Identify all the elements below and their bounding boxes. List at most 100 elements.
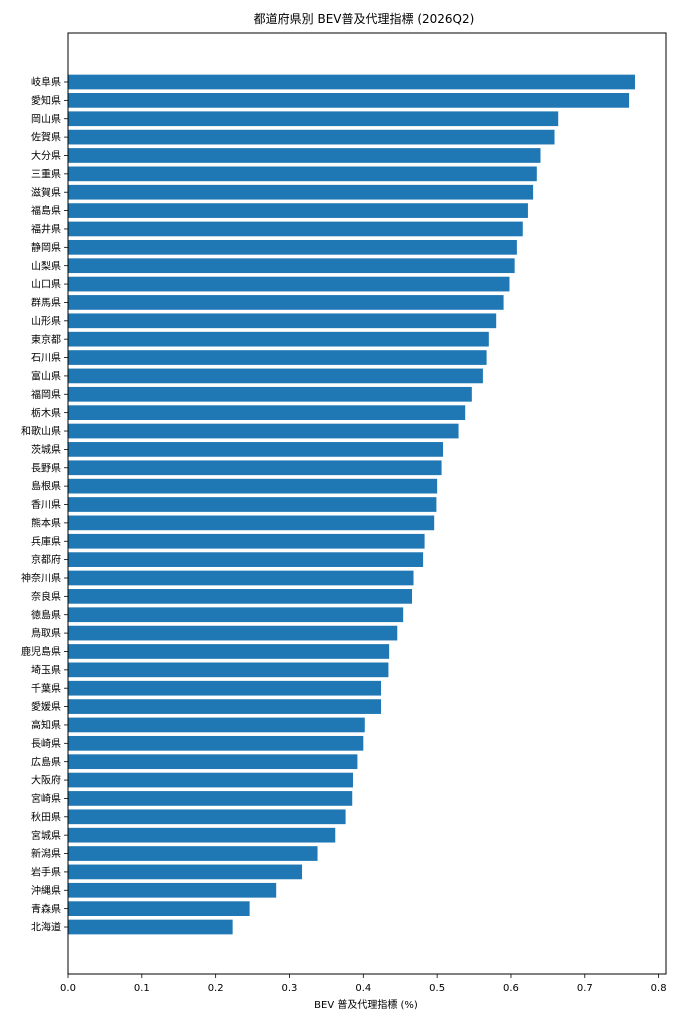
bar <box>68 589 413 604</box>
bar <box>68 460 442 476</box>
bars <box>68 74 635 935</box>
bar <box>68 295 504 310</box>
bar <box>68 93 630 108</box>
bar <box>68 423 459 439</box>
y-tick-label: 山梨県 <box>31 259 61 272</box>
bar <box>68 570 414 586</box>
bar <box>68 625 398 641</box>
y-tick-label: 大阪府 <box>31 774 61 787</box>
bar <box>68 791 353 806</box>
y-tick-label: 新潟県 <box>31 847 61 860</box>
x-axis-label: BEV 普及代理指標 (%) <box>314 998 418 1011</box>
y-tick-label: 茨城県 <box>31 443 61 456</box>
bar <box>68 313 497 329</box>
bar <box>68 203 528 218</box>
bar <box>68 442 444 457</box>
y-tick-label: 東京都 <box>31 333 61 346</box>
y-tick-label: 香川県 <box>31 499 61 511</box>
y-tick-label: 三重県 <box>31 167 61 180</box>
bar <box>68 184 534 200</box>
bar <box>68 258 515 274</box>
y-tick-label: 和歌山県 <box>21 425 61 438</box>
y-tick-label: 神奈川県 <box>21 572 61 585</box>
y-tick-label: 佐賀県 <box>31 132 61 144</box>
y-tick-label: 北海道 <box>31 921 61 934</box>
y-tick-label: 山口県 <box>31 279 61 291</box>
y-tick-label: 岡山県 <box>31 113 61 125</box>
bar <box>68 276 510 292</box>
y-tick-label: 広島県 <box>31 755 61 768</box>
y-tick-label: 宮崎県 <box>31 792 61 805</box>
bar <box>68 350 487 365</box>
bar <box>68 864 303 880</box>
y-tick-label: 沖縄県 <box>31 884 61 897</box>
y-tick-label: 福岡県 <box>31 388 61 401</box>
y-axis-ticks: 岐阜県愛知県岡山県佐賀県大分県三重県滋賀県福島県福井県静岡県山梨県山口県群馬県山… <box>21 76 68 934</box>
y-tick-label: 福島県 <box>31 204 61 217</box>
y-tick-label: 鹿児島県 <box>21 645 61 658</box>
y-tick-label: 静岡県 <box>31 241 61 254</box>
chart-title: 都道府県別 BEV普及代理指標 (2026Q2) <box>254 11 475 26</box>
y-tick-label: 兵庫県 <box>31 535 61 548</box>
x-tick-label: 0.2 <box>208 983 224 994</box>
y-tick-label: 福井県 <box>31 223 61 236</box>
x-tick-label: 0.7 <box>577 983 593 994</box>
y-tick-label: 愛媛県 <box>31 700 61 713</box>
bar <box>68 478 438 494</box>
x-tick-label: 0.4 <box>355 983 371 994</box>
bar <box>68 809 346 825</box>
y-tick-label: 青森県 <box>31 902 61 915</box>
bar <box>68 111 559 127</box>
bar <box>68 680 382 696</box>
bar <box>68 386 472 402</box>
y-tick-label: 岐阜県 <box>31 76 61 89</box>
x-tick-label: 0.6 <box>503 983 519 994</box>
bar <box>68 331 489 347</box>
y-tick-label: 千葉県 <box>31 682 61 695</box>
bar <box>68 497 437 512</box>
bar <box>68 607 404 623</box>
bar <box>68 772 353 788</box>
bar <box>68 846 318 861</box>
y-tick-label: 群馬県 <box>31 296 61 309</box>
bar <box>68 717 365 733</box>
bar <box>68 552 424 567</box>
y-tick-label: 埼玉県 <box>31 663 61 676</box>
bar <box>68 901 250 916</box>
bar <box>68 148 541 163</box>
y-tick-label: 秋田県 <box>31 810 61 823</box>
bar <box>68 735 364 751</box>
y-tick-label: 長崎県 <box>31 737 61 750</box>
bar <box>68 74 635 90</box>
x-tick-label: 0.0 <box>60 983 76 994</box>
bar <box>68 515 435 531</box>
bar <box>68 368 483 384</box>
y-tick-label: 大分県 <box>31 149 61 162</box>
bar <box>68 662 389 678</box>
bar <box>68 129 555 145</box>
bar <box>68 644 390 659</box>
y-tick-label: 長野県 <box>31 462 61 474</box>
y-tick-label: 山形県 <box>31 315 61 327</box>
bar <box>68 533 425 549</box>
y-tick-label: 鳥取県 <box>31 627 61 640</box>
bar <box>68 221 523 237</box>
y-tick-label: 奈良県 <box>31 590 61 603</box>
y-tick-label: 島根県 <box>31 480 61 493</box>
y-tick-label: 石川県 <box>31 352 61 364</box>
y-tick-label: 愛知県 <box>31 94 61 107</box>
x-tick-label: 0.5 <box>429 983 445 994</box>
y-tick-label: 徳島県 <box>31 608 61 621</box>
bar <box>68 699 382 714</box>
bar <box>68 405 466 421</box>
x-axis-ticks: 0.0 0.1 0.2 0.3 0.4 0.5 0.6 0.7 0.8 <box>60 974 667 994</box>
y-tick-label: 京都府 <box>31 553 61 566</box>
x-tick-label: 0.3 <box>282 983 298 994</box>
x-tick-label: 0.1 <box>134 983 150 994</box>
y-tick-label: 富山県 <box>31 370 61 383</box>
y-tick-label: 岩手県 <box>31 866 61 879</box>
y-tick-label: 滋賀県 <box>31 186 61 199</box>
y-tick-label: 高知県 <box>31 719 61 732</box>
bar <box>68 754 358 770</box>
